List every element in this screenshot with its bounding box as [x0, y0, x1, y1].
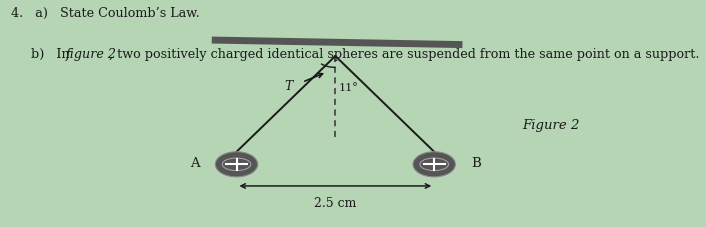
Text: T: T [285, 80, 293, 93]
Text: b)   In: b) In [11, 48, 73, 61]
Text: A: A [190, 156, 200, 169]
Text: figure 2: figure 2 [66, 48, 116, 61]
Text: , two positively charged identical spheres are suspended from the same point on : , two positively charged identical spher… [109, 48, 699, 61]
Text: 4.   a)   State Coulomb’s Law.: 4. a) State Coulomb’s Law. [11, 7, 199, 20]
Text: 2.5 cm: 2.5 cm [314, 196, 357, 209]
Text: Figure 2: Figure 2 [522, 118, 580, 131]
Ellipse shape [413, 152, 455, 177]
Ellipse shape [215, 152, 258, 177]
Text: B: B [471, 156, 481, 169]
Text: 11°: 11° [339, 82, 359, 92]
